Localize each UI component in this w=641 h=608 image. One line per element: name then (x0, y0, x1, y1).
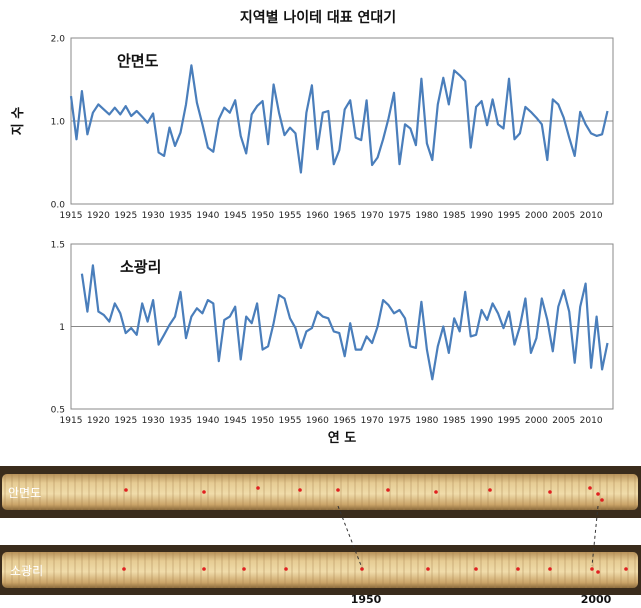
x-tick-label: 1940 (196, 416, 219, 426)
ring-markers (124, 486, 604, 502)
year-label-2000: 2000 (581, 593, 612, 606)
series-label-sogwangri: 소광리 (120, 258, 161, 276)
panel-sogwangri: 0.5 1 1.5 1915 1920 1925 1930 1935 1940 1945 1950… (51, 241, 614, 426)
y-tick-label: 0.5 (51, 406, 65, 416)
y-tick-label: 1.0 (51, 118, 66, 128)
ring-marker-dot (124, 488, 128, 492)
ring-marker-dot (426, 567, 430, 571)
ring-marker-dot (386, 488, 390, 492)
ring-marker-dot (590, 567, 594, 571)
x-tick-label: 1980 (415, 416, 438, 426)
x-tick-label: 1955 (279, 211, 302, 221)
y-tick-labels: 0.0 1.0 2.0 (51, 35, 66, 211)
x-tick-label: 1985 (443, 211, 466, 221)
y-tick-label: 1 (59, 323, 65, 333)
x-tick-label: 1925 (114, 211, 137, 221)
core-label: 소광리 (10, 564, 43, 578)
ring-marker-dot (360, 567, 364, 571)
core-photo-sogwangri: 소광리 (0, 545, 641, 595)
core-label: 안면도 (8, 486, 41, 500)
x-axis-label: 연 도 (328, 431, 356, 446)
x-tick-label: 2000 (525, 211, 548, 221)
ring-markers (122, 567, 628, 574)
tree-core-rings (2, 474, 638, 510)
x-tick-label: 1960 (306, 416, 329, 426)
ring-marker-dot (516, 567, 520, 571)
x-tick-label: 2010 (580, 416, 603, 426)
y-axis-label: 지 수 (11, 107, 26, 135)
panel-anmyeondo: 0.01.02.0 1915 1920 1925 1930 1935 1940 1945 19… (51, 35, 614, 221)
x-tick-label: 1995 (498, 211, 521, 221)
x-tick-labels: 1915 1920 1925 1930 1935 1940 1945 1950 1955 1960… (60, 211, 603, 221)
y-tick-label: 1.5 (51, 241, 65, 251)
ring-marker-dot (202, 567, 206, 571)
x-tick-label: 2005 (552, 416, 575, 426)
y-tick-labels: 0.5 1 1.5 (51, 241, 65, 416)
crossdate-connector-1950 (337, 505, 363, 569)
x-tick-label: 1975 (388, 211, 411, 221)
x-tick-label: 1990 (470, 416, 493, 426)
x-tick-label: 1995 (498, 416, 521, 426)
x-tick-label: 1945 (224, 211, 247, 221)
tree-core-rings (2, 552, 638, 588)
x-tick-label: 1930 (142, 211, 165, 221)
y-tick-label: 0.0 (51, 201, 66, 211)
ring-marker-dot (122, 567, 126, 571)
x-tick-label: 1935 (169, 211, 192, 221)
x-tick-label: 1955 (279, 416, 302, 426)
x-tick-label: 1925 (114, 416, 137, 426)
series-label-anmyeondo: 안면도 (117, 52, 159, 70)
crossdate-connector-2000 (591, 505, 599, 567)
x-tick-label: 1930 (142, 416, 165, 426)
series-line-anmyeondo (69, 64, 609, 174)
ring-marker-dot (624, 567, 628, 571)
ring-marker-dot (202, 490, 206, 494)
ring-marker-dot (298, 488, 302, 492)
x-tick-label: 1970 (361, 416, 384, 426)
x-tick-label: 1985 (443, 416, 466, 426)
x-tick-label: 2010 (580, 211, 603, 221)
chart-title: 지역별 나이테 대표 연대기 (240, 9, 396, 26)
ring-marker-dot (548, 567, 552, 571)
ring-marker-dot (284, 567, 288, 571)
series-line-sogwangri (80, 264, 609, 381)
x-tick-label: 2000 (525, 416, 548, 426)
x-tick-label: 1970 (361, 211, 384, 221)
ring-marker-dot (600, 498, 604, 502)
ring-marker-dot (596, 492, 600, 496)
ring-marker-dot (548, 490, 552, 494)
x-tick-label: 1975 (388, 416, 411, 426)
x-tick-label: 1945 (224, 416, 247, 426)
y-tick-label: 2.0 (51, 35, 66, 45)
ring-marker-dot (596, 570, 600, 574)
ring-marker-dot (488, 488, 492, 492)
x-tick-label: 1935 (169, 416, 192, 426)
x-tick-label: 1980 (415, 211, 438, 221)
ring-marker-dot (242, 567, 246, 571)
ring-marker-dot (336, 488, 340, 492)
x-tick-label: 1940 (196, 211, 219, 221)
x-tick-label: 1965 (333, 416, 356, 426)
x-tick-label: 1950 (251, 416, 274, 426)
x-tick-label: 1915 (60, 416, 83, 426)
x-tick-label: 1960 (306, 211, 329, 221)
ring-marker-dot (434, 490, 438, 494)
ring-marker-dot (588, 486, 592, 490)
x-tick-label: 1920 (87, 416, 110, 426)
x-tick-label: 1990 (470, 211, 493, 221)
x-tick-label: 1915 (60, 211, 83, 221)
ring-marker-dot (256, 486, 260, 490)
ring-marker-dot (474, 567, 478, 571)
core-photo-anmyeondo: 안면도 (0, 466, 641, 518)
x-tick-label: 1950 (251, 211, 274, 221)
x-tick-labels: 1915 1920 1925 1930 1935 1940 1945 1950 1955 1960… (60, 416, 603, 426)
x-tick-label: 2005 (552, 211, 575, 221)
x-tick-label: 1965 (333, 211, 356, 221)
x-tick-label: 1920 (87, 211, 110, 221)
year-label-1950: 1950 (351, 593, 382, 606)
